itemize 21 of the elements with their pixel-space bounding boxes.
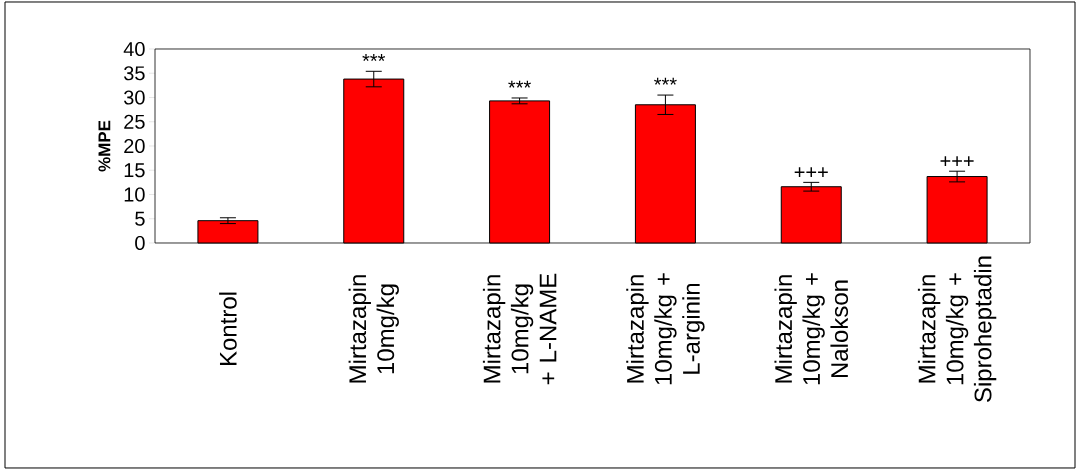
data-label: +++ (940, 156, 974, 166)
y-tick-label: 40 (123, 41, 145, 57)
y-axis-title: %MPE (98, 120, 111, 172)
x-tick-label: Mirtazapin 10mg/kg + L-NAME (482, 273, 557, 385)
x-tick-label: Mirtazapin 10mg/kg + Siproheptadin (917, 256, 997, 402)
x-tick-label: Kontrol (219, 292, 237, 366)
data-label: *** (508, 80, 531, 88)
y-tick-label: 15 (124, 163, 145, 178)
x-tick-label: Mirtazapin 10mg/kg + Nalokson (774, 273, 849, 385)
y-tick-label: 5 (135, 211, 145, 226)
y-tick-label: 20 (124, 138, 145, 154)
data-label: +++ (794, 167, 828, 178)
y-tick-label: 25 (124, 114, 145, 129)
data-label: *** (654, 77, 677, 85)
y-tick-label: 30 (124, 90, 145, 105)
y-tick-label: 35 (124, 66, 145, 81)
data-label: *** (362, 54, 386, 62)
y-tick-label: 0 (135, 235, 145, 251)
y-tick-label: 10 (124, 187, 145, 202)
x-tick-label: Mirtazapin 10mg/kg (348, 275, 399, 383)
x-tick-label: Mirtazapin 10mg/kg + L-arginin (626, 273, 705, 385)
